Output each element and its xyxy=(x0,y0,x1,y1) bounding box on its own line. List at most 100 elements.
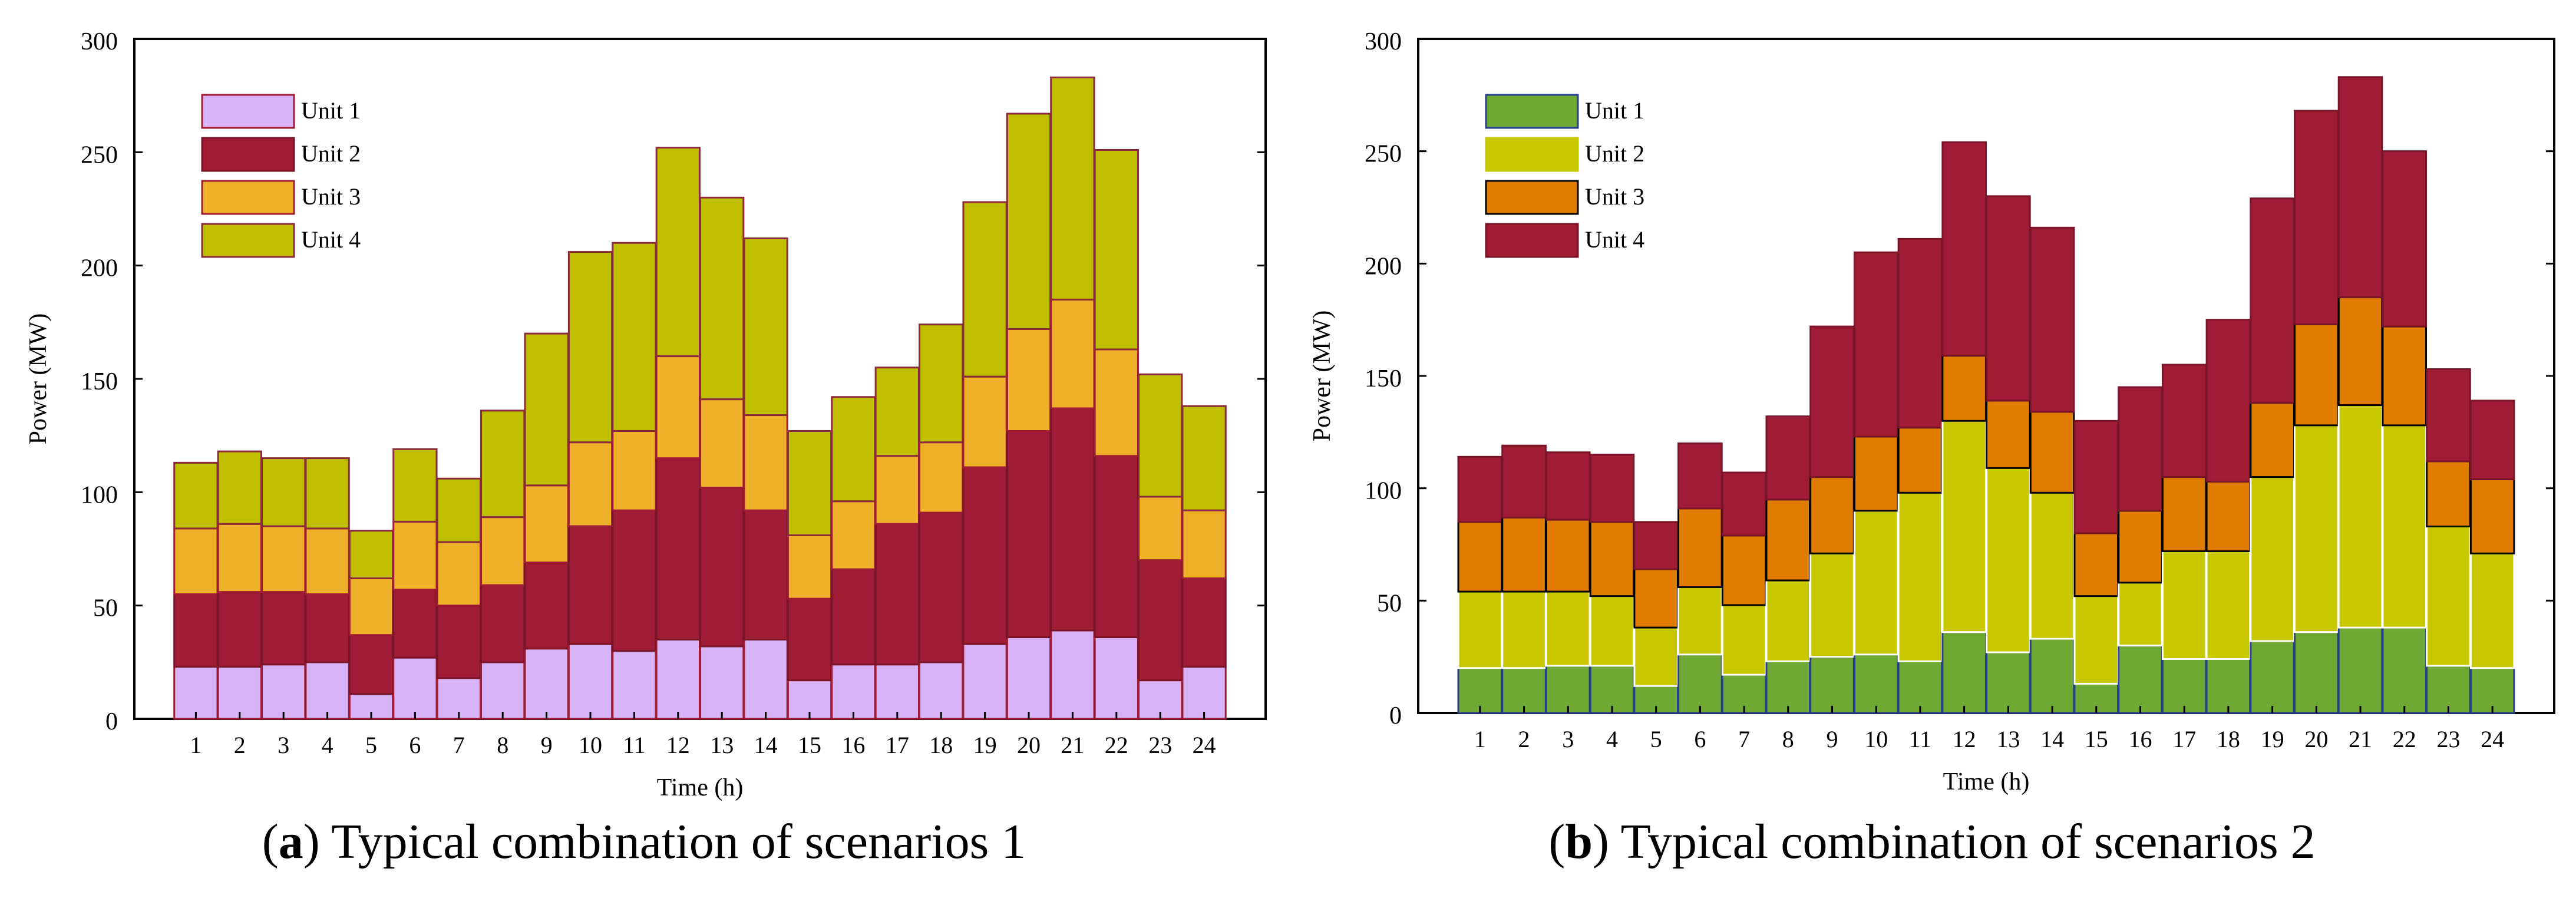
legend-label-a-unit-1: Unit 1 xyxy=(301,97,361,124)
bar-a-unit-2-h2 xyxy=(217,591,262,668)
bar-b-unit-1-h16 xyxy=(2118,645,2163,714)
x-tick-label-a-18: 18 xyxy=(929,732,953,758)
bar-b-unit-2-h5 xyxy=(1633,626,1679,687)
x-tick-label-b-13: 13 xyxy=(1996,726,2020,752)
legend-swatch-b-unit-3 xyxy=(1485,180,1579,215)
legend-label-b-unit-2: Unit 2 xyxy=(1585,140,1644,167)
bar-a-unit-2-h24 xyxy=(1181,577,1227,668)
bar-a-unit-3-h23 xyxy=(1138,496,1183,562)
bar-a-unit-4-h22 xyxy=(1094,148,1139,351)
x-tick-label-a-7: 7 xyxy=(453,732,465,758)
bar-b-unit-2-h9 xyxy=(1809,552,1855,658)
x-tick-label-b-17: 17 xyxy=(2172,726,2196,752)
y-tick-label-a-150: 150 xyxy=(81,368,118,395)
bar-a-unit-3-h20 xyxy=(1006,328,1052,432)
bar-b-unit-2-h15 xyxy=(2073,595,2119,685)
bar-b-unit-4-h12 xyxy=(1941,141,1987,357)
x-tick-label-b-7: 7 xyxy=(1738,726,1750,752)
bar-b-unit-1-h14 xyxy=(2029,638,2075,714)
legend-label-b-unit-3: Unit 3 xyxy=(1585,183,1644,210)
y-tick-label-a-0: 0 xyxy=(105,708,118,735)
bar-a-unit-1-h10 xyxy=(567,643,613,720)
bar-a-unit-3-h10 xyxy=(567,441,613,527)
bar-a-unit-4-h6 xyxy=(392,448,438,523)
x-tick-label-b-14: 14 xyxy=(2040,726,2064,752)
bar-b-unit-1-h3 xyxy=(1545,665,1591,714)
bar-a-unit-1-h11 xyxy=(612,650,657,720)
x-tick-label-b-24: 24 xyxy=(2481,726,2504,752)
bar-a-unit-1-h18 xyxy=(919,661,964,720)
x-tick-label-b-5: 5 xyxy=(1650,726,1662,752)
bar-b-unit-2-h1 xyxy=(1457,590,1503,669)
bar-b-unit-1-h12 xyxy=(1941,631,1987,714)
bar-a-unit-1-h22 xyxy=(1094,636,1139,720)
bar-a-unit-1-h9 xyxy=(524,648,569,720)
bar-b-unit-1-h11 xyxy=(1897,660,1943,714)
x-tick-label-a-1: 1 xyxy=(190,732,202,758)
bar-b-unit-1-h8 xyxy=(1765,660,1811,714)
x-axis-label-a: Time (h) xyxy=(657,774,744,801)
bar-b-unit-1-h24 xyxy=(2469,667,2515,714)
bar-a-unit-2-h8 xyxy=(480,584,526,663)
bar-b-unit-4-h15 xyxy=(2073,420,2119,534)
bar-a-unit-4-h8 xyxy=(480,410,526,519)
bar-b-unit-1-h2 xyxy=(1501,667,1547,714)
bar-a-unit-4-h10 xyxy=(567,251,613,444)
legend-swatch-a-unit-4 xyxy=(201,223,295,258)
bar-b-unit-4-h5 xyxy=(1633,521,1679,570)
x-tick-label-b-19: 19 xyxy=(2261,726,2284,752)
x-tick-label-b-10: 10 xyxy=(1864,726,1888,752)
y-tick-label-b-300: 300 xyxy=(1365,28,1402,55)
bar-a-unit-2-h18 xyxy=(919,511,964,663)
bar-a-unit-2-h17 xyxy=(874,523,920,666)
x-tick-label-a-24: 24 xyxy=(1193,732,1216,758)
bar-b-unit-1-h1 xyxy=(1457,667,1503,714)
x-tick-label-a-8: 8 xyxy=(497,732,508,758)
x-tick-label-a-19: 19 xyxy=(973,732,997,758)
bar-b-unit-4-h7 xyxy=(1721,471,1767,537)
bar-b-unit-4-h8 xyxy=(1765,415,1811,501)
bar-b-unit-3-h6 xyxy=(1677,507,1723,588)
bar-a-unit-2-h19 xyxy=(962,466,1008,645)
bar-a-unit-2-h15 xyxy=(787,597,833,682)
bar-b-unit-2-h12 xyxy=(1941,420,1987,633)
bar-a-unit-1-h21 xyxy=(1050,629,1095,720)
bar-b-unit-2-h10 xyxy=(1853,510,1899,656)
bar-b-unit-3-h8 xyxy=(1765,498,1811,582)
bar-a-unit-4-h16 xyxy=(831,396,876,503)
x-tick-label-a-3: 3 xyxy=(278,732,289,758)
bar-b-unit-2-h11 xyxy=(1897,491,1943,662)
x-tick-label-b-9: 9 xyxy=(1827,726,1838,752)
bar-a-unit-4-h19 xyxy=(962,201,1008,378)
x-tick-label-b-1: 1 xyxy=(1474,726,1486,752)
bar-b-unit-3-h1 xyxy=(1457,521,1503,593)
bar-a-unit-4-h7 xyxy=(436,477,481,543)
bar-b-unit-4-h17 xyxy=(2161,364,2207,478)
bar-b-unit-4-h23 xyxy=(2426,368,2471,463)
bar-b-unit-4-h18 xyxy=(2205,319,2251,483)
x-tick-label-a-10: 10 xyxy=(579,732,602,758)
bar-a-unit-3-h18 xyxy=(919,441,964,514)
bar-a-unit-4-h13 xyxy=(699,196,745,401)
bar-a-unit-2-h11 xyxy=(612,509,657,652)
legend-swatch-b-unit-4 xyxy=(1485,223,1579,258)
x-tick-label-a-17: 17 xyxy=(886,732,909,758)
bar-a-unit-4-h18 xyxy=(919,323,964,444)
x-tick-label-a-9: 9 xyxy=(541,732,553,758)
caption-letter-b: b xyxy=(1565,814,1593,869)
bar-a-unit-1-h17 xyxy=(874,663,920,720)
bar-b-unit-2-h14 xyxy=(2029,491,2075,640)
bar-b-unit-3-h14 xyxy=(2029,411,2075,494)
bar-a-unit-4-h1 xyxy=(173,461,219,530)
x-tick-label-b-8: 8 xyxy=(1782,726,1794,752)
x-tick-label-a-20: 20 xyxy=(1017,732,1041,758)
x-tick-label-a-13: 13 xyxy=(710,732,734,758)
x-tick-label-b-18: 18 xyxy=(2217,726,2240,752)
bar-b-unit-2-h17 xyxy=(2161,550,2207,660)
chart-panel-a: 0 50 100 150 200 250 300 Power (MW) Time (h) 1 2 3 4… xyxy=(25,28,1267,869)
bar-b-unit-3-h11 xyxy=(1897,427,1943,494)
bar-b-unit-1-h4 xyxy=(1589,665,1635,714)
bar-a-unit-2-h22 xyxy=(1094,455,1139,639)
bar-b-unit-4-h24 xyxy=(2469,399,2515,480)
